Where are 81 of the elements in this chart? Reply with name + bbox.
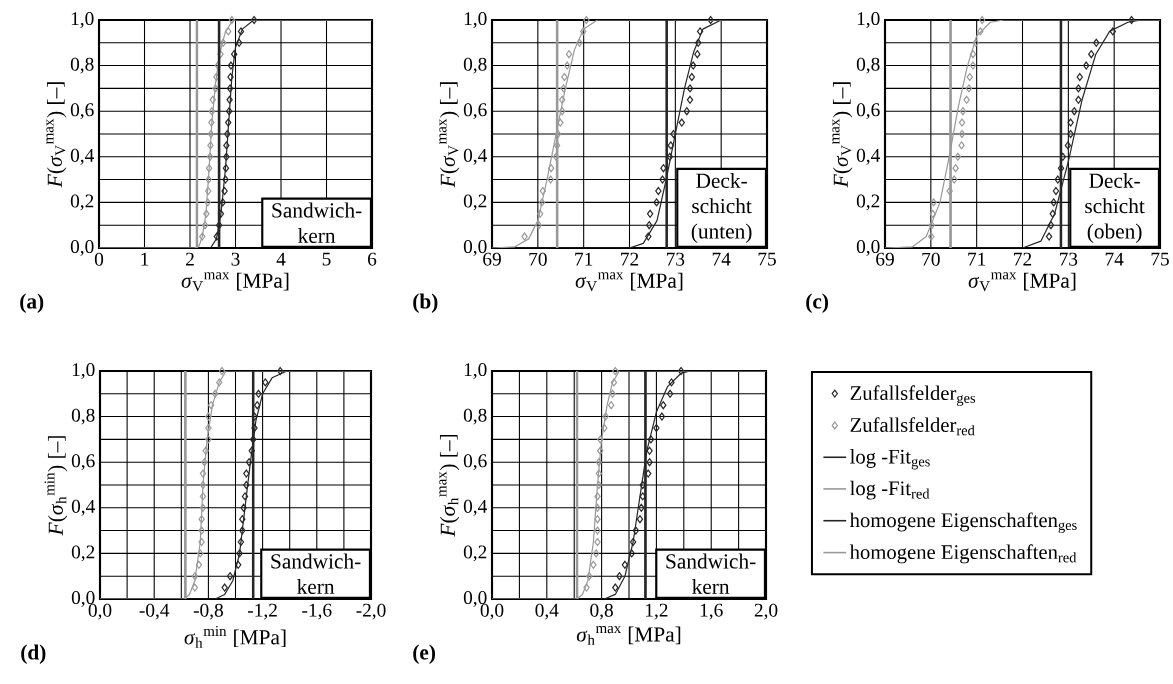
x-axis-title: σ$_{h}$$^{min}$ [MPa] <box>184 626 286 648</box>
y-tick-label: 1,0 <box>72 363 95 379</box>
x-tick-label: 6 <box>368 252 377 266</box>
annotation: Deck-schicht (unten) <box>691 172 752 243</box>
x-tick-label: -1,6 <box>302 603 332 620</box>
x-tick-label: 2 <box>186 252 194 266</box>
x-tick-label: 75 <box>758 252 776 266</box>
y-axis-title: F(σ$_{h}$$^{min}$) [–] <box>44 436 68 536</box>
x-tick-label: -0,4 <box>139 603 170 620</box>
y-tick-label: 0,6 <box>463 103 487 120</box>
y-tick-label: 0,6 <box>856 103 880 120</box>
x-tick-label: 72 <box>621 252 639 266</box>
y-axis-title: F(σ$_{h}$$^{max}$) [–] <box>439 434 460 537</box>
x-tick-label: 73 <box>666 252 685 266</box>
y-tick-label: 0,4 <box>856 148 880 165</box>
y-tick-label: 0,6 <box>463 454 487 471</box>
x-tick-label: 1,6 <box>700 603 723 620</box>
x-axis-title: σ$_{h}$$^{max}$ [MPa] <box>576 626 681 645</box>
y-tick-label: 0,2 <box>463 194 487 211</box>
y-axis-title: F(σ$_{V}$$^{max}$) [–] <box>439 82 460 188</box>
y-axis-title: F(σ$_{V}$$^{max}$) [–] <box>46 82 67 188</box>
x-tick-label: 70 <box>529 252 547 266</box>
legend-label: log -Fit$_{ges}$ <box>850 449 930 470</box>
x-tick-label: 71 <box>575 252 593 266</box>
legend-label: Zufallsfelder$_{ges}$ <box>850 385 976 406</box>
x-axis-title: σ$_{V}$$^{max}$ [MPa] <box>575 272 683 292</box>
text: (d) <box>21 644 46 664</box>
y-tick-label: 0,6 <box>70 103 94 120</box>
annotation: Deck-schicht (oben) <box>1085 172 1145 243</box>
x-axis-title: σ$_{V}$$^{max}$ [MPa] <box>968 272 1076 292</box>
y-tick-label: 0,4 <box>71 499 95 516</box>
y-tick-label: 0,2 <box>70 194 94 211</box>
y-tick-label: 0,2 <box>71 545 95 562</box>
x-tick-label: 74 <box>712 252 731 266</box>
x-tick-label: -2,0 <box>356 603 386 620</box>
legend-label: log -Fit$_{red}$ <box>850 480 930 500</box>
y-tick-label: 0,8 <box>463 57 487 74</box>
x-tick-label: 70 <box>922 252 940 266</box>
y-tick-label: 0,4 <box>70 148 94 165</box>
x-tick-label: -1,2 <box>248 603 277 620</box>
x-tick-label: 0,8 <box>590 603 613 620</box>
y-axis-title: F(σ$_{V}$$^{max}$) [–] <box>832 82 853 188</box>
y-tick-label: 0,0 <box>70 240 94 256</box>
y-tick-label: 0,8 <box>856 57 880 74</box>
text: (c) <box>806 293 829 313</box>
legend-label: homogene Eigenschaften$_{red}$ <box>849 544 1077 564</box>
x-tick-label: -0,8 <box>193 603 223 620</box>
y-tick-label: 0,4 <box>463 499 487 516</box>
annotation: Sandwich-kern <box>271 553 361 594</box>
x-tick-label: 3 <box>231 252 240 266</box>
x-tick-label: 2,0 <box>754 603 778 620</box>
legend-label: Zufallsfelder$_{red}$ <box>850 417 975 436</box>
y-tick-label: 0,4 <box>463 148 487 165</box>
x-tick-label: 73 <box>1059 252 1078 266</box>
text: (b) <box>413 293 438 313</box>
annotation: Sandwich-kern <box>272 202 362 243</box>
y-tick-label: 0,2 <box>463 545 487 562</box>
y-tick-label: 0,8 <box>70 57 94 74</box>
legend-label: homogene Eigenschaften$_{ges}$ <box>849 512 1077 533</box>
x-tick-label: 75 <box>1151 252 1169 266</box>
y-tick-label: 0,8 <box>71 408 95 425</box>
y-tick-label: 1,0 <box>464 12 487 28</box>
x-tick-label: 1,2 <box>646 603 668 620</box>
y-tick-label: 1,0 <box>464 363 487 379</box>
text: (a) <box>20 293 44 313</box>
x-tick-label: 0,4 <box>535 603 559 620</box>
x-tick-label: 5 <box>322 252 331 266</box>
y-tick-label: 0,6 <box>71 454 95 471</box>
x-tick-label: 4 <box>276 252 286 266</box>
y-tick-label: 0,2 <box>856 194 880 211</box>
x-tick-label: 1 <box>141 252 149 266</box>
annotation: Sandwich-kern <box>666 553 756 594</box>
y-tick-label: 0,8 <box>463 408 487 425</box>
y-tick-label: 1,0 <box>857 12 880 28</box>
x-tick-label: 74 <box>1105 252 1124 266</box>
x-axis-title: σ$_{V}$$^{max}$ [MPa] <box>181 272 289 292</box>
y-tick-label: 1,0 <box>71 12 94 28</box>
text: (e) <box>413 644 436 664</box>
x-tick-label: 0 <box>94 252 104 266</box>
x-tick-label: 72 <box>1014 252 1032 266</box>
x-tick-label: 71 <box>968 252 986 266</box>
